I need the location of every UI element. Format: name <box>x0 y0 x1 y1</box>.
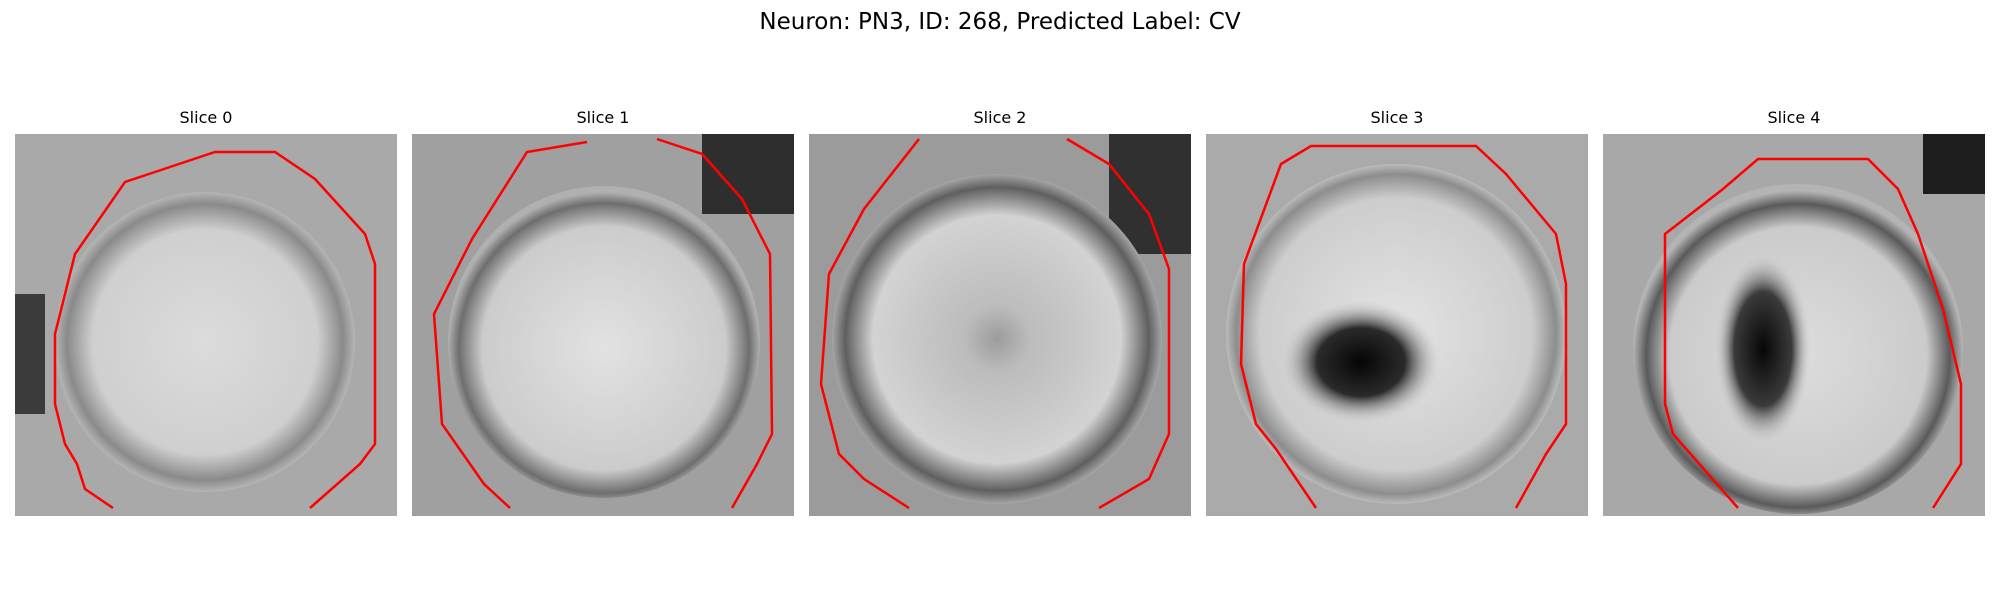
contour-2 <box>819 138 920 510</box>
slice-image-4 <box>1603 134 1985 516</box>
slice-dark-edge-0 <box>15 294 45 414</box>
cell-body-0 <box>55 192 355 492</box>
contour-4 <box>1663 157 1963 509</box>
slice-title-2: Slice 2 <box>973 108 1027 127</box>
contour-1 <box>432 140 588 509</box>
slice-image-3 <box>1206 134 1588 516</box>
slice-dark-corner-4 <box>1923 134 1985 194</box>
contour-1b <box>656 137 774 509</box>
slice-title-1: Slice 1 <box>576 108 630 127</box>
slice-image-1 <box>412 134 794 516</box>
dark-nucleus-4 <box>1715 254 1811 444</box>
slice-title-4: Slice 4 <box>1767 108 1821 127</box>
slice-dark-corner-1 <box>702 134 794 214</box>
figure-title: Neuron: PN3, ID: 268, Predicted Label: C… <box>759 9 1241 35</box>
cell-body-1 <box>448 186 760 498</box>
contour-2b <box>1066 137 1171 510</box>
cell-body-2 <box>832 174 1162 504</box>
slice-image-2 <box>809 134 1191 516</box>
slice-title-3: Slice 3 <box>1370 108 1424 127</box>
slice-title-0: Slice 0 <box>179 108 233 127</box>
contour-3 <box>1239 144 1568 509</box>
dark-nucleus-3 <box>1281 300 1441 424</box>
slice-image-0 <box>15 134 397 516</box>
contour-0 <box>53 150 377 510</box>
